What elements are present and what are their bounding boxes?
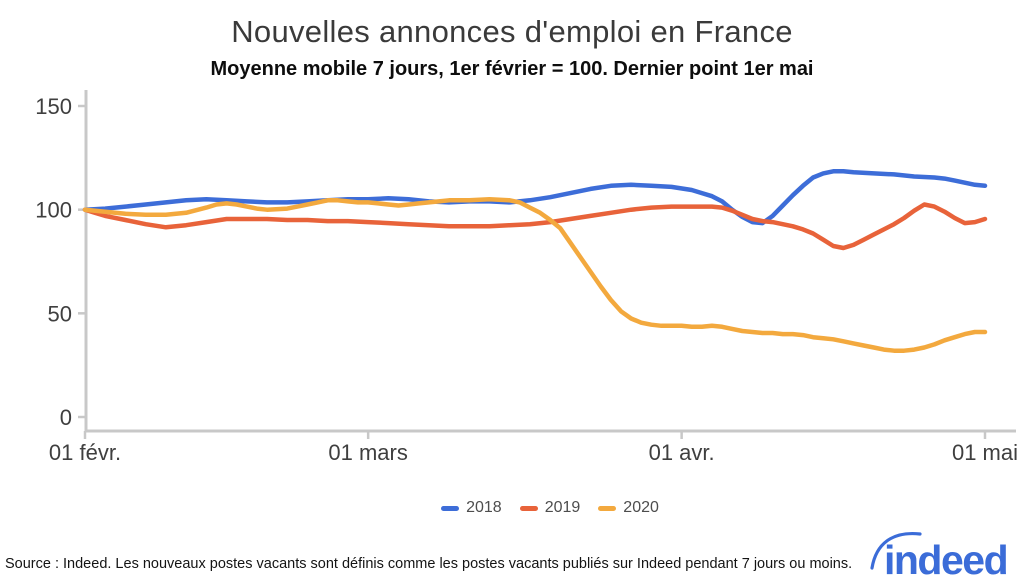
legend-swatch-2020 bbox=[598, 505, 617, 511]
x-tick-label: 01 mars bbox=[328, 440, 407, 465]
y-tick-label: 0 bbox=[60, 405, 72, 430]
x-tick-label: 01 avr. bbox=[649, 440, 715, 465]
source-note: Source : Indeed. Les nouveaux postes vac… bbox=[5, 556, 853, 572]
indeed-logo: indeed bbox=[870, 531, 1009, 580]
line-chart-plot: 0 50 100 150 01 févr. 01 mars 01 avr. 01 mai bbox=[35, 90, 1018, 465]
chart-legend: 2018 2019 2020 bbox=[85, 499, 1015, 517]
chart-subtitle: Moyenne mobile 7 jours, 1er février = 10… bbox=[210, 58, 814, 80]
x-tick-label: 01 mai bbox=[952, 440, 1018, 465]
y-tick-label: 100 bbox=[35, 198, 72, 223]
chart-title: Nouvelles annonces d'emploi en France bbox=[231, 14, 793, 49]
legend-label-2020: 2020 bbox=[623, 499, 659, 516]
y-tick-label: 50 bbox=[48, 301, 72, 326]
y-tick-label: 150 bbox=[35, 94, 72, 119]
series-line-2019 bbox=[82, 202, 988, 251]
legend-item-2020: 2020 bbox=[598, 499, 659, 517]
legend-item-2019: 2019 bbox=[519, 499, 581, 517]
legend-swatch-2018 bbox=[441, 505, 460, 511]
series-line-2020 bbox=[82, 197, 988, 353]
legend-item-2018: 2018 bbox=[441, 499, 502, 517]
indeed-logo-swoosh-icon bbox=[870, 531, 922, 570]
indeed-logo-text: indeed bbox=[884, 537, 1007, 580]
legend-label-2018: 2018 bbox=[466, 499, 502, 516]
x-tick-label: 01 févr. bbox=[49, 440, 121, 465]
legend-label-2019: 2019 bbox=[544, 499, 581, 516]
legend-swatch-2019 bbox=[519, 505, 538, 511]
series-line-2018 bbox=[82, 169, 988, 226]
